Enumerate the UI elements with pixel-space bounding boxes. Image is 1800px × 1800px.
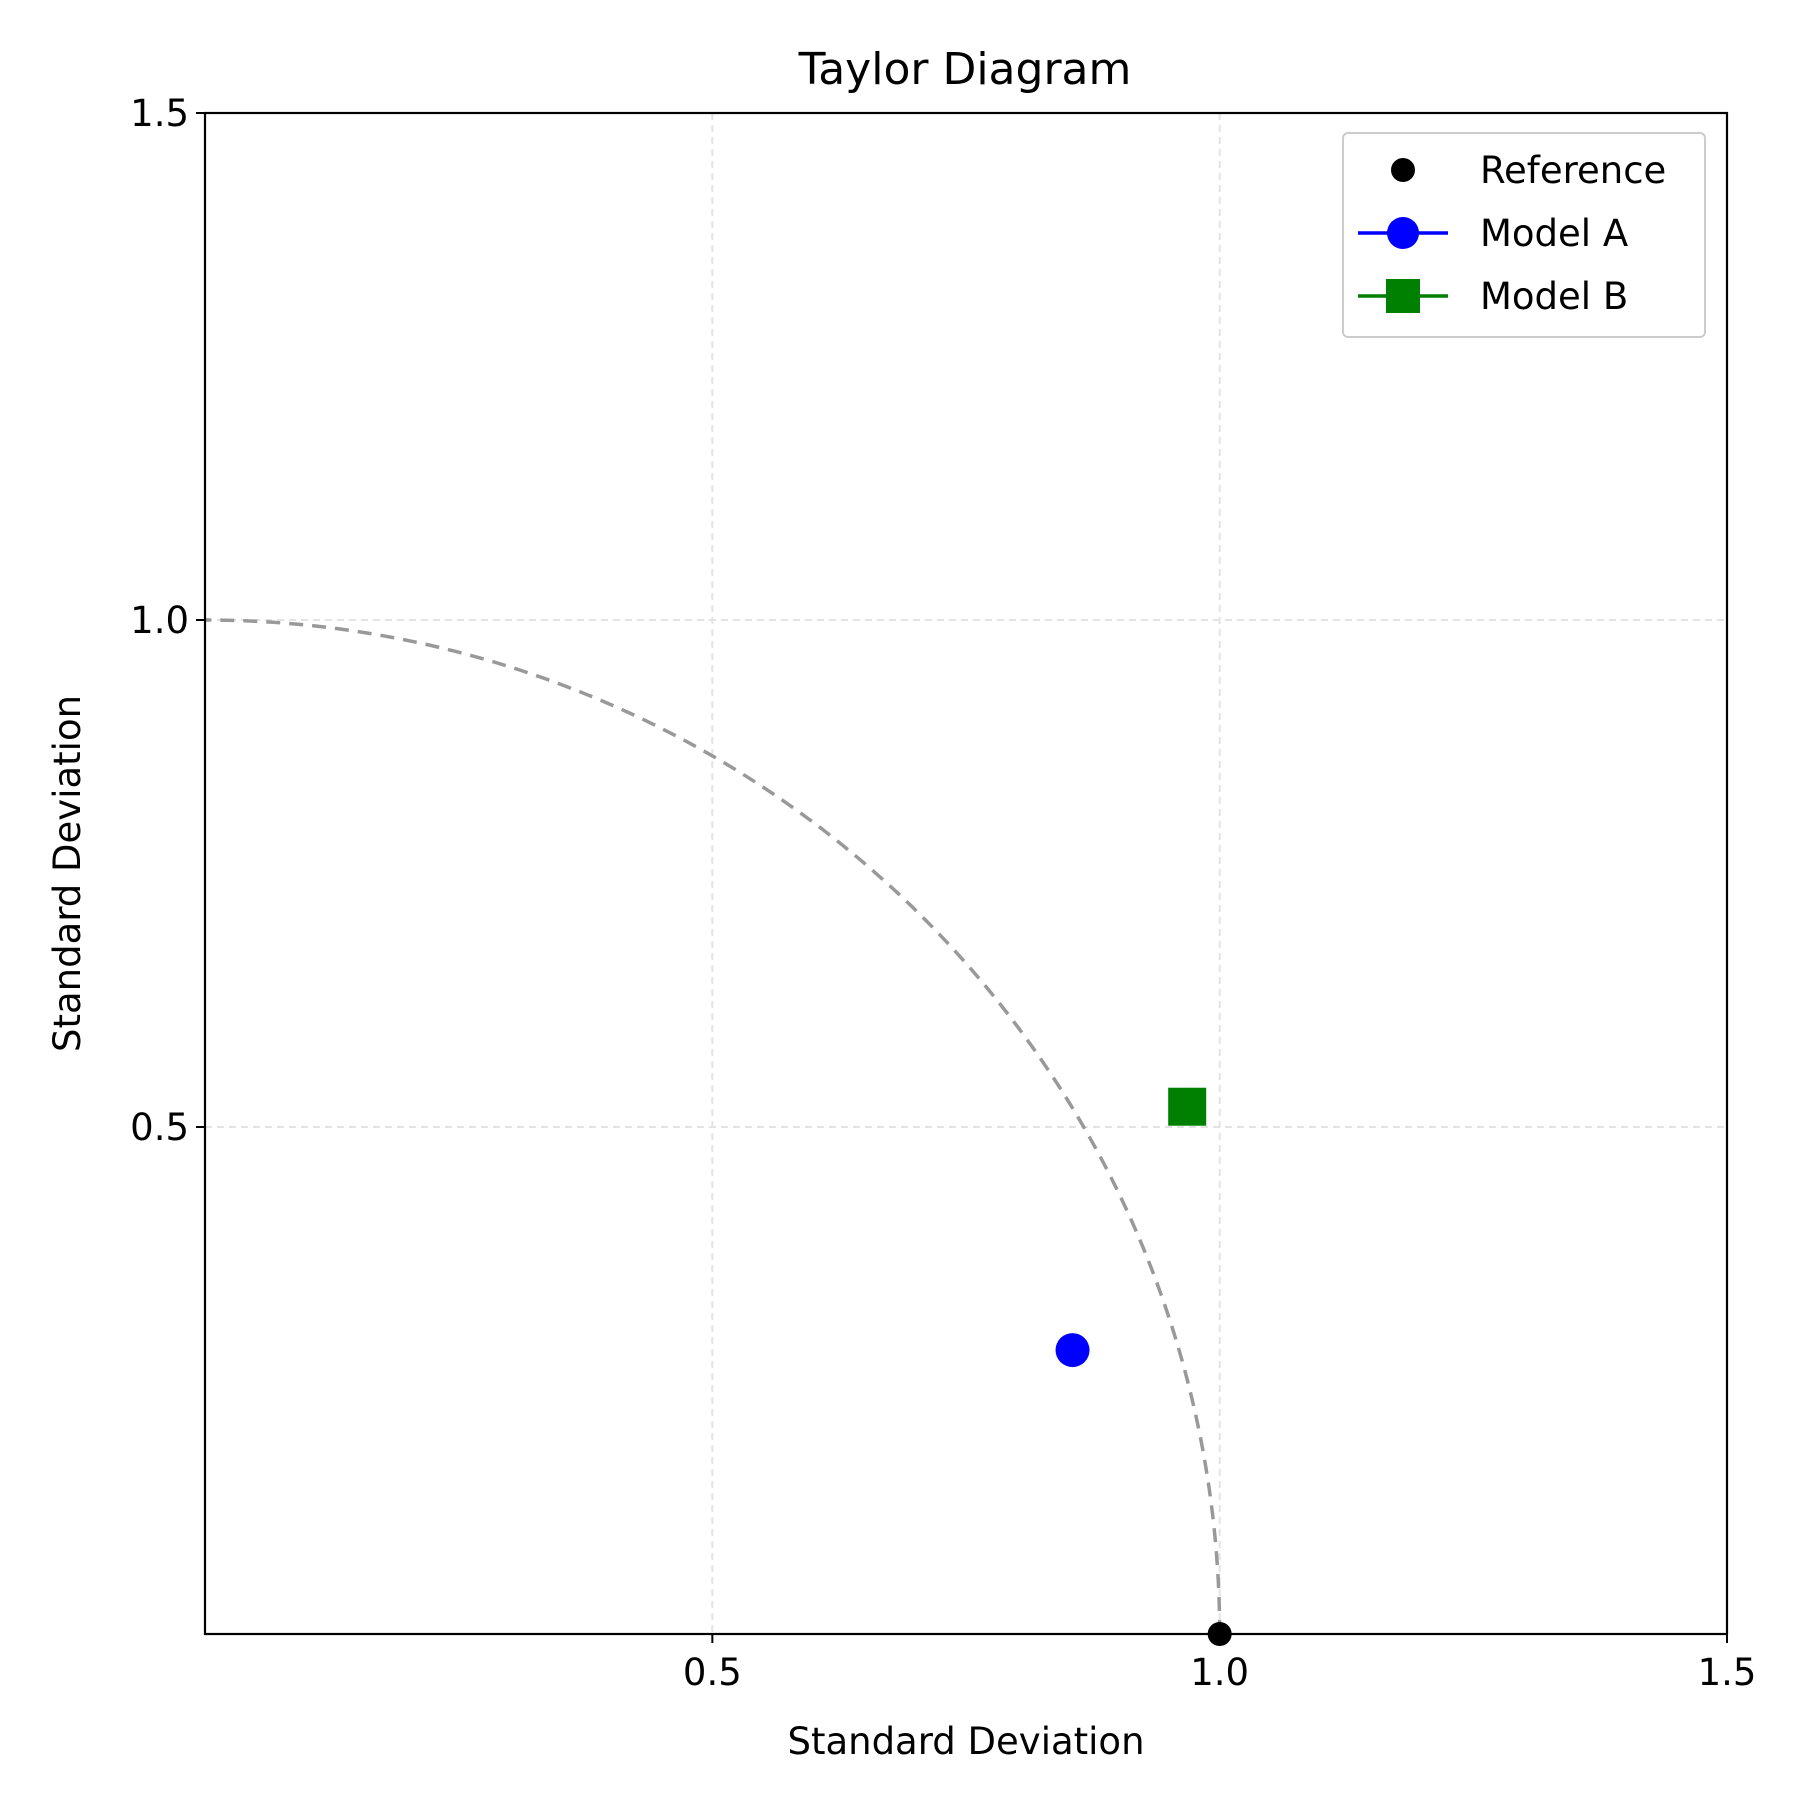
y-tick-label: 1.0 (130, 599, 189, 642)
x-axis-ticks: 0.5 1.0 1.5 (683, 1634, 1757, 1694)
legend-marker-model-b (1386, 279, 1420, 313)
legend-box (1342, 132, 1706, 338)
data-points (1055, 1087, 1232, 1646)
x-tick-label: 1.0 (1190, 1651, 1249, 1694)
x-tick-label: 1.5 (1698, 1651, 1757, 1694)
legend-marker-model-a (1387, 217, 1419, 249)
legend-label-reference: Reference (1480, 149, 1666, 192)
x-tick-label: 0.5 (683, 1651, 742, 1694)
legend-label-model-a: Model A (1480, 212, 1628, 255)
plot-area-frame (203, 111, 1729, 1636)
grid-lines (205, 112, 1728, 1634)
reference-std-arc (204, 618, 1222, 1635)
chart-title: Taylor Diagram (798, 44, 1132, 95)
x-axis-title: Standard Deviation (787, 1720, 1144, 1763)
y-tick-label: 0.5 (130, 1106, 189, 1149)
legend: Reference Model A Model B (1342, 132, 1706, 338)
legend-label-model-b: Model B (1480, 275, 1628, 318)
y-axis-title: Standard Deviation (46, 695, 89, 1052)
model-a-point (1055, 1333, 1090, 1368)
reference-point (1207, 1622, 1232, 1646)
y-tick-label: 1.5 (130, 92, 189, 135)
model-b-point (1168, 1087, 1207, 1126)
y-axis-ticks: 0.5 1.0 1.5 (130, 92, 205, 1149)
legend-marker-reference (1391, 158, 1415, 182)
